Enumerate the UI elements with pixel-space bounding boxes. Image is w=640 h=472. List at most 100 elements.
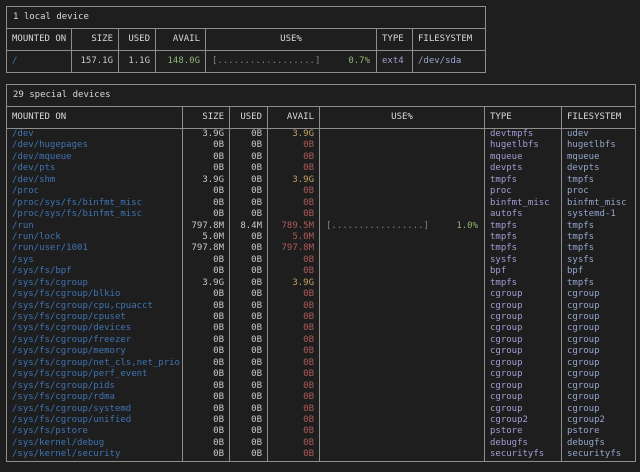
usage-cell: [..................]0.7% — [206, 51, 377, 72]
size-cell: 0B — [183, 289, 230, 300]
type-cell: cgroup — [485, 381, 562, 392]
device-row: /sys/fs/cgroup/blkio0B0B0Bcgroupcgroup — [7, 289, 635, 300]
filesystem-cell: cgroup — [562, 346, 635, 357]
filesystem-cell: tmpfs — [562, 243, 635, 254]
device-row: /dev/mqueue0B0B0Bmqueuemqueue — [7, 152, 635, 163]
filesystem-cell: cgroup — [562, 358, 635, 369]
usage-bar: [.................] — [326, 221, 429, 232]
avail-cell: 0B — [268, 426, 320, 437]
mount-point-cell: /sys/fs/cgroup/cpuset — [7, 312, 183, 323]
type-cell: cgroup — [485, 312, 562, 323]
usage-cell — [320, 163, 485, 174]
used-cell: 0B — [230, 243, 268, 254]
type-cell: hugetlbfs — [485, 140, 562, 151]
type-cell: cgroup — [485, 289, 562, 300]
mount-point-cell: /proc/sys/fs/binfmt_misc — [7, 198, 183, 209]
size-cell: 157.1G — [72, 51, 119, 72]
size-cell: 0B — [183, 266, 230, 277]
size-cell: 797.8M — [183, 243, 230, 254]
mount-point-cell: /dev/hugepages — [7, 140, 183, 151]
mount-point-cell: /dev/mqueue — [7, 152, 183, 163]
used-cell: 0B — [230, 323, 268, 334]
col-header-avail: AVAIL — [156, 29, 206, 50]
used-cell: 0B — [230, 426, 268, 437]
usage-cell — [320, 404, 485, 415]
avail-cell: 0B — [268, 140, 320, 151]
size-cell: 3.9G — [183, 175, 230, 186]
mount-point-cell: /sys/fs/cgroup/freezer — [7, 335, 183, 346]
avail-cell: 0B — [268, 198, 320, 209]
avail-cell: 0B — [268, 289, 320, 300]
type-cell: tmpfs — [485, 278, 562, 289]
type-cell: cgroup — [485, 323, 562, 334]
col-header-used: USED — [230, 107, 268, 128]
usage-cell — [320, 232, 485, 243]
type-cell: bpf — [485, 266, 562, 277]
device-row: /dev/hugepages0B0B0Bhugetlbfshugetlbfs — [7, 140, 635, 151]
mount-point-cell: /run — [7, 221, 183, 232]
filesystem-cell: pstore — [562, 426, 635, 437]
filesystem-cell: tmpfs — [562, 232, 635, 243]
used-cell: 0B — [230, 358, 268, 369]
used-cell: 0B — [230, 392, 268, 403]
filesystem-cell: hugetlbfs — [562, 140, 635, 151]
avail-cell: 0B — [268, 266, 320, 277]
size-cell: 5.0M — [183, 232, 230, 243]
filesystem-cell: cgroup — [562, 392, 635, 403]
filesystem-cell: udev — [562, 129, 635, 140]
filesystem-cell: sysfs — [562, 255, 635, 266]
mount-point-cell: /proc — [7, 186, 183, 197]
avail-cell: 0B — [268, 415, 320, 426]
mount-point-cell: /dev/pts — [7, 163, 183, 174]
used-cell: 0B — [230, 163, 268, 174]
col-header-type: TYPE — [377, 29, 413, 50]
device-row: /run/lock5.0M0B5.0Mtmpfstmpfs — [7, 232, 635, 243]
avail-cell: 3.9G — [268, 278, 320, 289]
special-table-title: 29 special devices — [7, 85, 635, 107]
size-cell: 0B — [183, 152, 230, 163]
used-cell: 0B — [230, 381, 268, 392]
mount-point-cell: /sys/fs/pstore — [7, 426, 183, 437]
avail-cell: 0B — [268, 152, 320, 163]
size-cell: 0B — [183, 415, 230, 426]
device-row: /sys/fs/cgroup/cpuset0B0B0Bcgroupcgroup — [7, 312, 635, 323]
size-cell: 0B — [183, 369, 230, 380]
avail-cell: 0B — [268, 312, 320, 323]
usage-cell — [320, 323, 485, 334]
local-table-title: 1 local device — [7, 7, 485, 29]
device-row: /sys/fs/cgroup/memory0B0B0Bcgroupcgroup — [7, 346, 635, 357]
type-cell: cgroup — [485, 369, 562, 380]
device-row: /sys/fs/cgroup/net_cls,net_prio0B0B0Bcgr… — [7, 358, 635, 369]
mount-point-cell: /sys/fs/cgroup/pids — [7, 381, 183, 392]
mount-point-cell: /sys — [7, 255, 183, 266]
device-row: /sys/fs/cgroup/rdma0B0B0Bcgroupcgroup — [7, 392, 635, 403]
usage-cell: [.................]1.0% — [320, 221, 485, 232]
used-cell: 0B — [230, 232, 268, 243]
size-cell: 0B — [183, 381, 230, 392]
usage-cell — [320, 186, 485, 197]
table-grid: MOUNTED ONSIZEUSEDAVAILUSE%TYPEFILESYSTE… — [7, 29, 485, 72]
type-cell: mqueue — [485, 152, 562, 163]
filesystem-cell: cgroup — [562, 289, 635, 300]
used-cell: 0B — [230, 312, 268, 323]
device-row: /run797.8M8.4M789.5M[.................]1… — [7, 221, 635, 232]
avail-cell: 3.9G — [268, 175, 320, 186]
special-devices-table: 29 special devices MOUNTED ONSIZEUSEDAVA… — [6, 84, 636, 462]
type-cell: cgroup2 — [485, 415, 562, 426]
type-cell: securityfs — [485, 449, 562, 460]
col-header-use-pct: USE% — [206, 29, 377, 50]
usage-cell — [320, 175, 485, 186]
type-cell: tmpfs — [485, 232, 562, 243]
size-cell: 0B — [183, 426, 230, 437]
mount-point-cell: /sys/fs/cgroup/cpu,cpuacct — [7, 301, 183, 312]
used-cell: 0B — [230, 198, 268, 209]
size-cell: 0B — [183, 392, 230, 403]
usage-cell — [320, 301, 485, 312]
table-grid: MOUNTED ONSIZEUSEDAVAILUSE%TYPEFILESYSTE… — [7, 107, 635, 461]
device-row: /sys/fs/cgroup/systemd0B0B0Bcgroupcgroup — [7, 404, 635, 415]
used-cell: 0B — [230, 186, 268, 197]
used-cell: 0B — [230, 438, 268, 449]
usage-bar: [..................] — [212, 51, 320, 72]
avail-cell: 0B — [268, 369, 320, 380]
filesystem-cell: cgroup — [562, 312, 635, 323]
